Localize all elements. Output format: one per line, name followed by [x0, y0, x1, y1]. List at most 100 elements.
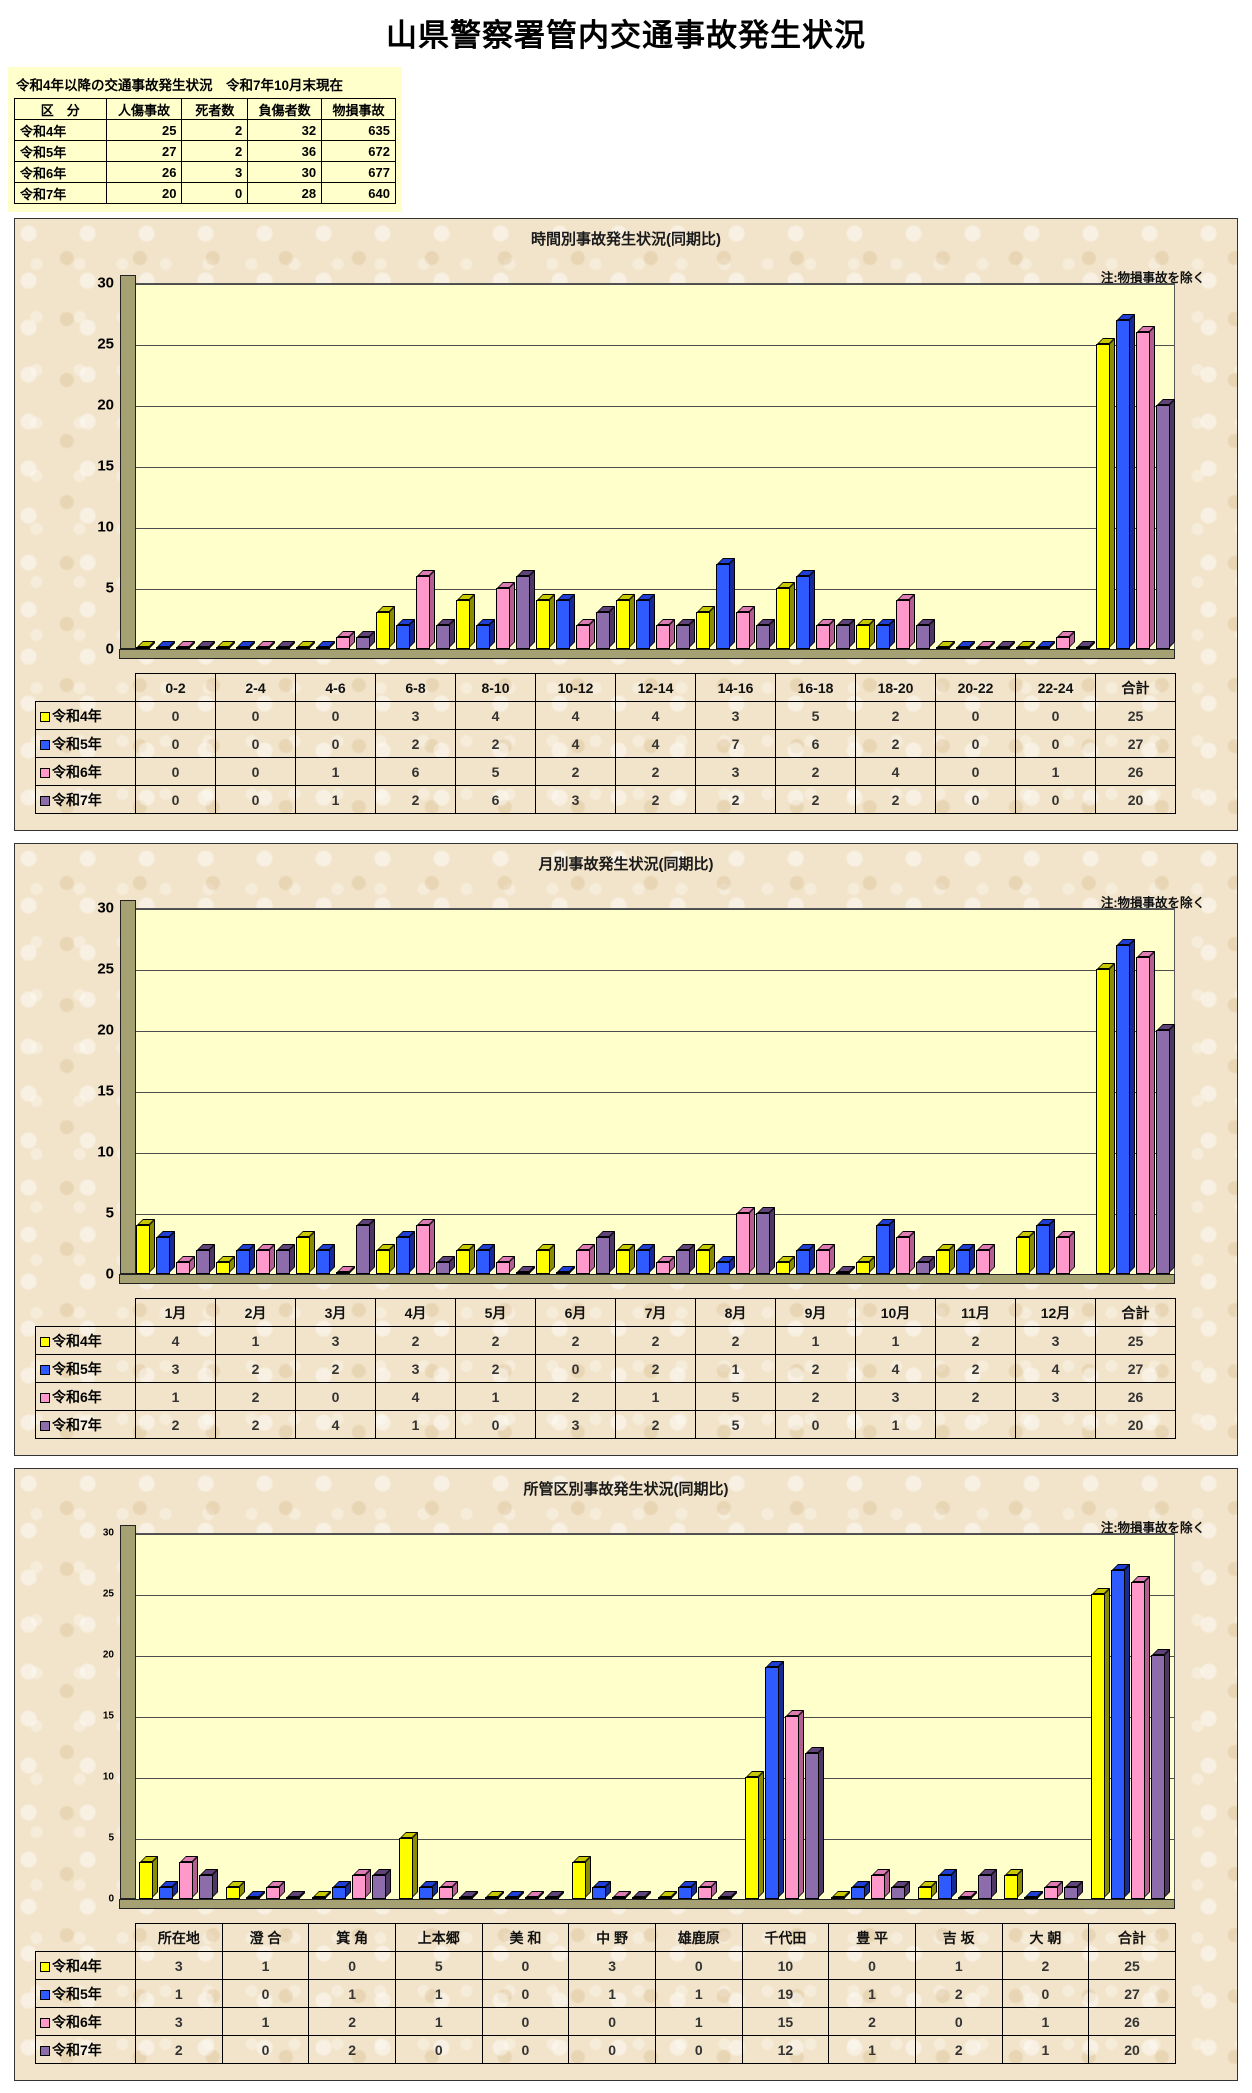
category-label: 22-24 — [1015, 673, 1096, 702]
plot: 0 5 10 15 20 25 30 — [97, 275, 1175, 658]
bar — [804, 1746, 824, 1899]
bar-side-face — [757, 1771, 764, 1898]
summary-value: 36 — [247, 140, 323, 162]
bar-side-face — [609, 606, 615, 648]
bar-group — [296, 909, 376, 1274]
bar — [396, 618, 415, 649]
bar — [776, 1255, 795, 1274]
bar-side-face — [584, 1856, 591, 1898]
bar-side-face — [889, 618, 895, 648]
bar — [236, 641, 255, 649]
bar-group — [216, 284, 296, 649]
bar — [545, 1891, 565, 1899]
bar — [678, 1880, 698, 1899]
bar — [1036, 641, 1055, 649]
bar — [176, 641, 195, 649]
summary-value: 677 — [321, 161, 396, 183]
legend-swatch — [40, 711, 50, 722]
value-cell: 1 — [455, 1382, 536, 1411]
value-cell: 12 — [741, 2035, 830, 2064]
summary-row-label: 令和4年 — [14, 119, 107, 141]
value-cell: 1 — [221, 2007, 310, 2036]
bar — [1136, 950, 1155, 1274]
category-label: 上本郷 — [394, 1923, 483, 1952]
y-axis-tick-label: 15 — [102, 1710, 114, 1722]
axis-wall — [120, 275, 136, 649]
summary-value: 0 — [181, 182, 249, 204]
bar-side-face — [990, 1868, 997, 1898]
value-cell: 0 — [654, 1951, 743, 1980]
bar-group — [136, 1534, 223, 1899]
table-row: 令和4年 3 1 0 5 0 3 0 10 0 1 2 25 — [35, 1951, 1176, 1980]
bar — [896, 1231, 915, 1274]
table-row: 令和4年 0 0 0 3 4 4 4 3 5 2 0 0 25 — [35, 701, 1176, 730]
value-cell: 26 — [1095, 757, 1176, 786]
value-cell: 26 — [1088, 2007, 1176, 2036]
bar — [456, 1243, 475, 1274]
value-cell: 5 — [695, 1382, 776, 1411]
chart-data-table: 所在地澄 合箕 角上本郷美 和中 野雄鹿原 千代田豊 平吉 坂大 朝合計 令和4年 3… — [35, 1923, 1176, 2064]
bar — [276, 641, 295, 649]
bar-group — [376, 284, 456, 649]
bar — [556, 594, 575, 649]
value-cell: 6 — [775, 729, 856, 758]
bar-side-face — [429, 569, 435, 648]
bar — [596, 1231, 615, 1274]
bar-group — [915, 1534, 1002, 1899]
bar-side-face — [809, 1243, 815, 1273]
bar-side-face — [950, 1868, 957, 1898]
series-legend-cell: 令和6年 — [35, 2007, 136, 2036]
bar-side-face — [849, 618, 855, 648]
value-cell: 2 — [935, 1382, 1016, 1411]
table-row: 令和6年 0 0 1 6 5 2 2 3 2 4 0 1 26 — [35, 757, 1176, 786]
table-row: 令和6年 1 2 0 4 1 2 1 5 2 3 2 3 26 — [35, 1382, 1176, 1411]
series-legend-cell: 令和7年 — [35, 2035, 136, 2064]
bar-side-face — [629, 594, 635, 648]
bar-side-face — [829, 618, 835, 648]
category-label: 澄 合 — [221, 1923, 310, 1952]
bar-side-face — [385, 1868, 392, 1898]
value-cell: 2 — [695, 785, 776, 814]
bar — [916, 618, 935, 649]
summary-value: 2 — [181, 119, 249, 141]
bar — [156, 641, 175, 649]
value-cell: 1 — [375, 1410, 456, 1439]
value-cell: 0 — [654, 2035, 743, 2064]
bar-side-face — [212, 1868, 219, 1898]
bar — [352, 1868, 372, 1899]
value-cell: 0 — [455, 1410, 536, 1439]
bar-side-face — [1109, 963, 1115, 1273]
value-cell: 0 — [481, 2007, 570, 2036]
bar — [876, 618, 895, 649]
bar-side-face — [789, 582, 795, 648]
table-row: 令和5年 1 0 1 1 0 1 1 19 1 2 0 27 — [35, 1979, 1176, 2008]
chart-block-hourly: 時間別事故発生状況(同期比) 注:物損事故を除く 0 5 10 15 20 25 30 0-… — [14, 218, 1238, 831]
bar-side-face — [489, 618, 495, 648]
value-cell: 1 — [1015, 757, 1096, 786]
value-cell: 2 — [615, 1326, 696, 1355]
bar — [616, 1243, 635, 1274]
bar — [245, 1891, 265, 1899]
category-label: 10-12 — [535, 673, 616, 702]
y-axis-tick-label: 25 — [97, 335, 114, 353]
bar-group — [828, 1534, 915, 1899]
bar — [376, 606, 395, 649]
bar — [851, 1880, 871, 1899]
value-cell: 10 — [741, 1951, 830, 1980]
bar-side-face — [669, 618, 675, 648]
bar-group — [616, 909, 696, 1274]
value-cell: 0 — [135, 757, 216, 786]
y-axis-tick-label: 25 — [97, 960, 114, 978]
bar-group — [936, 284, 1016, 649]
bar-side-face — [409, 1231, 415, 1273]
bar — [336, 1266, 355, 1274]
bar-side-face — [1169, 399, 1175, 648]
value-cell: 2 — [455, 1354, 536, 1383]
value-cell: 20 — [1088, 2035, 1176, 2064]
value-cell: 5 — [775, 701, 856, 730]
bar — [696, 606, 715, 649]
chart-note: 注:物損事故を除く — [1100, 1521, 1205, 1535]
bar-side-face — [249, 1243, 255, 1273]
summary-header-cell: 区 分 — [14, 98, 107, 120]
bar — [156, 1231, 175, 1274]
